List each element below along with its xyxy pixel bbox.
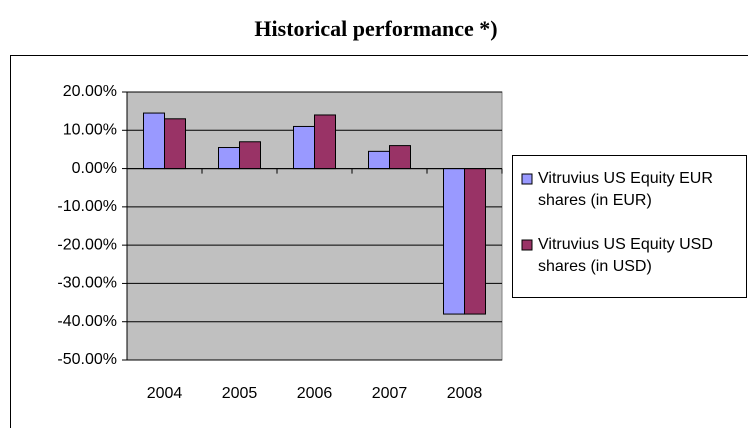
legend-swatch (521, 173, 533, 185)
bar (143, 112, 165, 170)
chart-border (10, 55, 748, 428)
y-tick-label: -40.00% (57, 313, 117, 330)
bar (293, 125, 315, 170)
bar (443, 168, 465, 315)
bar (164, 118, 186, 170)
legend-swatch (521, 239, 533, 251)
x-tick-label: 2006 (297, 385, 333, 402)
legend-label: Vitruvius US Equity EUR shares (in EUR) (538, 170, 713, 209)
bar (314, 114, 336, 170)
x-tick-label: 2008 (447, 385, 483, 402)
bar (464, 168, 486, 315)
x-tick-label: 2007 (372, 385, 408, 402)
bar (239, 141, 261, 170)
legend-label: Vitruvius US Equity USD shares (in USD) (538, 236, 713, 275)
x-tick-label: 2004 (147, 385, 183, 402)
y-tick-label: -20.00% (57, 236, 117, 253)
y-tick-label: -50.00% (57, 351, 117, 368)
y-tick-label: 10.00% (63, 122, 117, 139)
chart-title: Historical performance *) (254, 16, 497, 41)
y-tick-label: -30.00% (57, 275, 117, 292)
x-tick-label: 2005 (222, 385, 258, 402)
y-tick-label: -10.00% (57, 198, 117, 215)
bar (218, 147, 240, 170)
legend-box (512, 155, 747, 298)
y-tick-label: 20.00% (63, 83, 117, 100)
y-tick-label: 0.00% (72, 160, 117, 177)
bar (368, 150, 390, 170)
bar (389, 145, 411, 170)
